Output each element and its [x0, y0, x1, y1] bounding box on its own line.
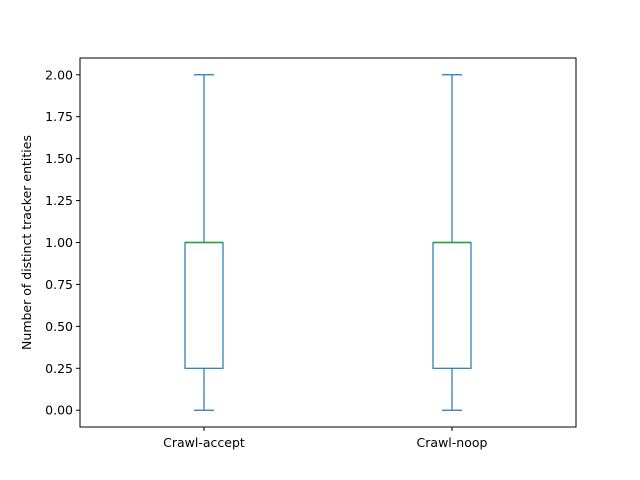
- y-tick-label: 0.25: [45, 361, 73, 376]
- box-group-0: [184, 74, 224, 411]
- plot-marks: [184, 74, 472, 411]
- y-axis: 0.00 0.25 0.50 0.75 1.00 1.25 1.50 1.75 2.00: [45, 67, 80, 418]
- box-body: [432, 241, 472, 369]
- box-body: [184, 241, 224, 369]
- y-tick-label: 0.50: [45, 319, 73, 334]
- y-tick-label: 2.00: [45, 67, 73, 82]
- x-tick-label: Crawl-noop: [417, 435, 488, 450]
- y-tick-label: 1.00: [45, 235, 73, 250]
- y-tick-label: 1.25: [45, 193, 73, 208]
- y-axis-title: Number of distinct tracker entities: [19, 135, 34, 350]
- y-tick-label: 0.75: [45, 277, 73, 292]
- plot-frame: [79, 57, 577, 428]
- x-tick-label: Crawl-accept: [163, 435, 245, 450]
- y-tick-label: 1.50: [45, 151, 73, 166]
- box-group-1: [432, 74, 472, 411]
- y-tick-label: 0.00: [45, 403, 73, 418]
- x-axis: Crawl-accept Crawl-noop: [163, 427, 488, 450]
- y-tick-label: 1.75: [45, 109, 73, 124]
